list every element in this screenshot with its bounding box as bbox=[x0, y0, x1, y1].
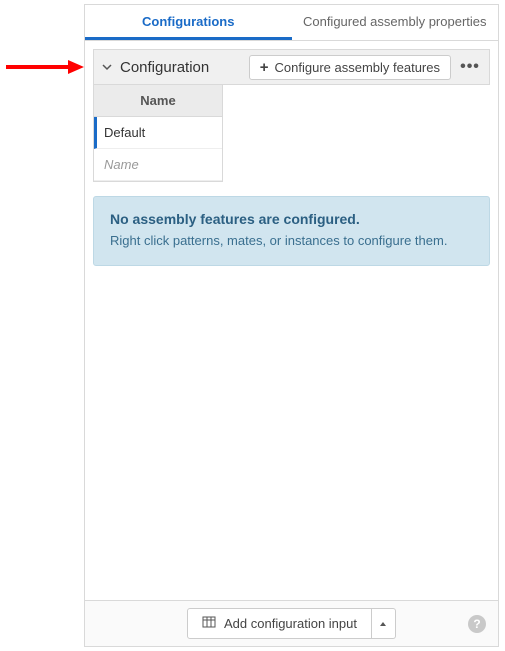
panel-content: Configuration + Configure assembly featu… bbox=[85, 41, 498, 600]
add-config-dropdown-button[interactable] bbox=[372, 608, 396, 639]
chevron-down-icon[interactable] bbox=[100, 60, 114, 74]
panel-footer: Add configuration input ? bbox=[85, 600, 498, 646]
help-icon[interactable]: ? bbox=[468, 615, 486, 633]
configure-assembly-features-button[interactable]: + Configure assembly features bbox=[249, 55, 451, 80]
add-configuration-input-button[interactable]: Add configuration input bbox=[187, 608, 372, 639]
section-title: Configuration bbox=[120, 59, 209, 76]
configure-btn-label: Configure assembly features bbox=[275, 60, 440, 75]
config-panel: Configurations Configured assembly prope… bbox=[84, 4, 499, 647]
tab-configured-properties[interactable]: Configured assembly properties bbox=[292, 5, 499, 40]
config-row-default[interactable]: Default bbox=[94, 117, 222, 149]
name-column: Name Default Name bbox=[93, 85, 223, 182]
more-menu-icon[interactable]: ••• bbox=[457, 54, 483, 80]
tab-bar: Configurations Configured assembly prope… bbox=[85, 5, 498, 41]
section-header: Configuration + Configure assembly featu… bbox=[93, 49, 490, 85]
info-title: No assembly features are configured. bbox=[110, 211, 473, 227]
annotation-arrow bbox=[6, 58, 86, 79]
config-row-new[interactable]: Name bbox=[94, 149, 222, 181]
info-body: Right click patterns, mates, or instance… bbox=[110, 231, 473, 251]
tab-configurations[interactable]: Configurations bbox=[85, 5, 292, 40]
table-icon bbox=[202, 615, 216, 632]
info-callout: No assembly features are configured. Rig… bbox=[93, 196, 490, 266]
add-config-input-label: Add configuration input bbox=[224, 616, 357, 631]
name-column-header: Name bbox=[94, 85, 222, 117]
plus-icon: + bbox=[260, 60, 269, 75]
